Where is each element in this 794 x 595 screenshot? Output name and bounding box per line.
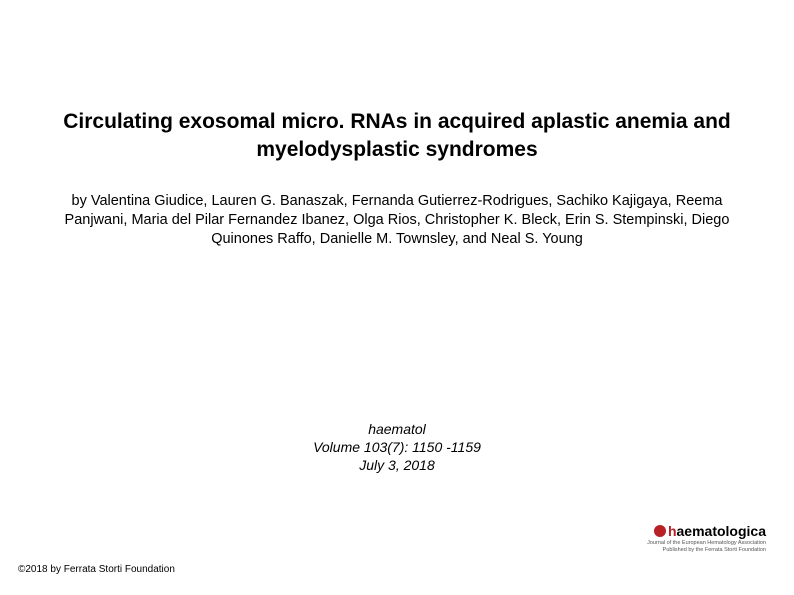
logo-subtitle-line1: Journal of the European Hematology Assoc…	[647, 540, 766, 546]
logo-subtitle: Journal of the European Hematology Assoc…	[647, 540, 766, 552]
title-slide: Circulating exosomal micro. RNAs in acqu…	[0, 0, 794, 595]
logo-dot-icon	[654, 525, 666, 537]
logo-main-row: haematologica	[654, 523, 766, 539]
volume-pages: Volume 103(7): 1150 -1159	[60, 438, 734, 456]
paper-title: Circulating exosomal micro. RNAs in acqu…	[60, 108, 734, 165]
journal-logo: haematologica Journal of the European He…	[606, 523, 766, 553]
copyright-notice: ©2018 by Ferrata Storti Foundation	[18, 564, 175, 575]
author-list: by Valentina Giudice, Lauren G. Banaszak…	[60, 192, 734, 249]
logo-subtitle-line2: Published by the Ferrata Storti Foundati…	[647, 547, 766, 553]
logo-wordmark: haematologica	[668, 523, 766, 539]
publication-date: July 3, 2018	[60, 456, 734, 474]
journal-name: haematol	[60, 420, 734, 438]
citation-block: haematol Volume 103(7): 1150 -1159 July …	[60, 420, 734, 475]
